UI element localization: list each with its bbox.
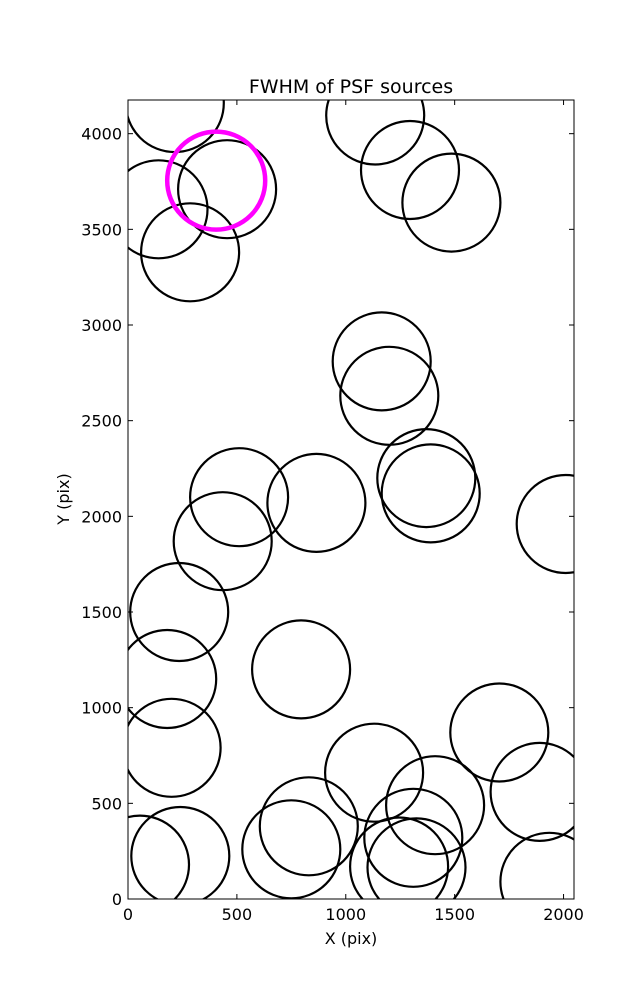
psf-source-marker [241,799,342,899]
psf-source-marker [140,202,241,303]
psf-source-marker [376,428,477,529]
x-tick-label: 500 [222,905,253,924]
psf-source-marker [380,443,481,544]
x-tick-label: 0 [123,905,133,924]
y-tick-label: 0 [112,890,122,909]
psf-source-marker [366,817,467,899]
y-tick-label: 1500 [81,603,122,622]
psf-source-marker [324,722,425,823]
psf-source-marker [359,119,461,221]
psf-source-marker [349,816,450,899]
x-tick-label: 1500 [434,905,475,924]
psf-source-marker [266,452,367,553]
psf-source-marker [128,628,218,730]
y-tick-label: 2000 [81,507,122,526]
psf-source-marker [177,139,278,240]
psf-source-marker [363,787,464,888]
psf-source-marker [489,741,574,842]
y-tick-label: 4000 [81,125,122,144]
x-tick-label: 1000 [325,905,366,924]
psf-source-marker [331,311,432,412]
psf-source-marker [189,447,290,548]
y-tick-label: 3500 [81,220,122,239]
y-tick-label: 1000 [81,699,122,718]
y-tick-label: 500 [91,794,122,813]
x-axis-label: X (pix) [325,929,378,948]
psf-source-marker [499,831,574,899]
psf-source-marker [401,152,502,253]
y-axis-label: Y (pix) [54,473,73,525]
data-markers [128,100,574,899]
psf-source-marker [128,159,209,260]
psf-source-marker [449,682,550,783]
y-tick-label: 2500 [81,412,122,431]
axis-ticks: 0 500 1000 1500 2000 0 500 1000 1500 2000 2500 3000… [81,100,584,924]
psf-source-marker [128,100,225,154]
psf-source-marker [515,473,574,575]
psf-source-marker [128,814,191,899]
psf-source-marker [385,755,486,856]
chart-title: FWHM of PSF sources [249,76,453,98]
psf-source-marker [258,776,359,877]
psf-source-marker [130,805,231,899]
x-tick-label: 2000 [543,905,584,924]
psf-source-marker [129,561,230,663]
y-tick-label: 3000 [81,316,122,335]
psf-source-marker [172,491,273,592]
psf-source-marker [325,100,426,166]
plot-frame [127,99,575,900]
psf-source-marker [128,697,222,798]
highlighted-psf-source-marker [164,129,268,232]
psf-source-marker [251,619,352,720]
